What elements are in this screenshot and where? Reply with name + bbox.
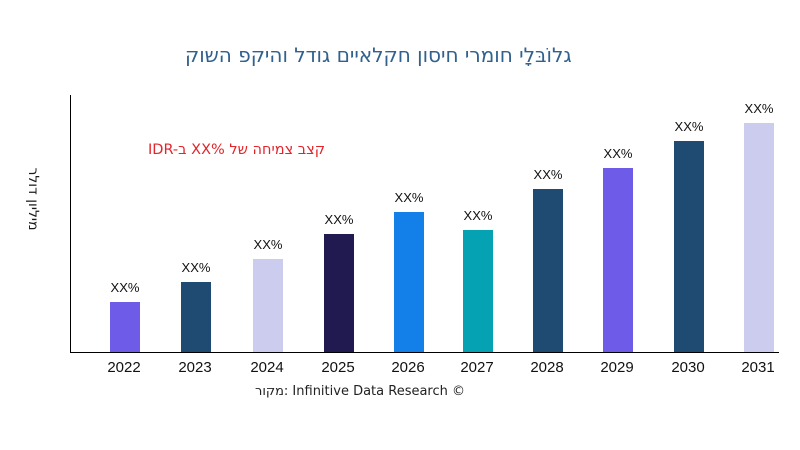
x-tick-2024: 2024 [250, 359, 284, 376]
bar-2031 [744, 123, 774, 352]
source-credit: רוקמ: Infinitive Data Research © [254, 384, 466, 399]
x-tick-2028: 2028 [530, 359, 564, 376]
bar-value-label-2031: XX% [744, 101, 774, 116]
x-tick-2029: 2029 [600, 359, 634, 376]
x-tick-2026: 2026 [391, 359, 425, 376]
x-tick-2022: 2022 [107, 359, 141, 376]
bar-value-label-2023: XX% [181, 260, 211, 275]
bar-2025 [324, 234, 354, 352]
x-tick-2027: 2027 [460, 359, 494, 376]
chart-title: קושה פקיהו לדוג םייאלקח ןוסיח ירמוח ילָב… [185, 43, 572, 67]
x-tick-2025: 2025 [321, 359, 355, 376]
bar-value-label-2024: XX% [253, 237, 283, 252]
bar-value-label-2030: XX% [674, 119, 704, 134]
bar-value-label-2025: XX% [324, 212, 354, 227]
bar-2024 [253, 259, 283, 352]
x-tick-2031: 2031 [741, 359, 775, 376]
y-axis-label: רלוד ןוילימ [25, 167, 41, 231]
x-axis: 2022 2023 2024 2025 2026 2027 2028 2029 2030 2031 [0, 359, 800, 379]
x-tick-2023: 2023 [178, 359, 212, 376]
bar-value-label-2028: XX% [533, 167, 563, 182]
bar-value-label-2027: XX% [463, 208, 493, 223]
x-tick-2030: 2030 [671, 359, 705, 376]
bar-2022 [110, 302, 140, 352]
bar-value-label-2026: XX% [394, 190, 424, 205]
growth-rate-annotation: IDR-ב XX% לש החימצ בצק [148, 142, 326, 158]
bar-2023 [181, 282, 211, 352]
bar-2026 [394, 212, 424, 352]
bar-2030 [674, 141, 704, 352]
bar-2027 [463, 230, 493, 352]
plot-area: XX% XX% XX% XX% XX% XX% XX% XX% XX% XX% [70, 95, 779, 353]
bar-value-label-2029: XX% [603, 146, 633, 161]
bar-2028 [533, 189, 563, 352]
bar-value-label-2022: XX% [110, 280, 140, 295]
bar-2029 [603, 168, 633, 352]
